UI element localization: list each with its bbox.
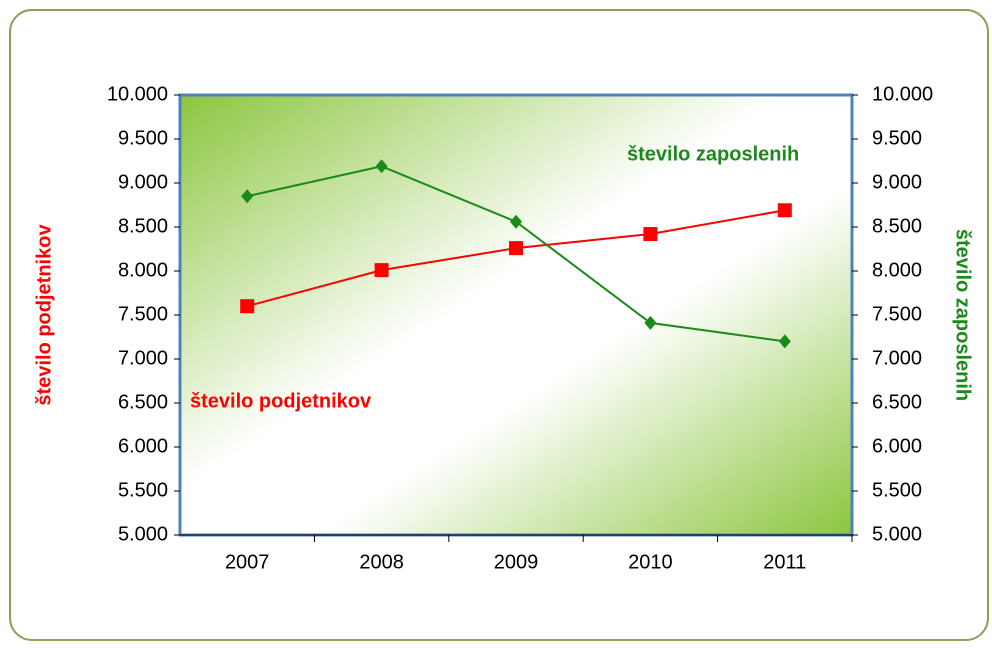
x-tick-label: 2007 bbox=[225, 551, 270, 573]
x-tick-label: 2010 bbox=[628, 551, 673, 573]
marker bbox=[509, 241, 523, 256]
marker bbox=[644, 315, 657, 330]
marker bbox=[510, 214, 522, 229]
y-tick-label: 7.000 bbox=[118, 347, 168, 369]
x-tick-label: 2009 bbox=[494, 551, 539, 573]
marker bbox=[240, 299, 255, 314]
y2-tick-label: 10.000 bbox=[872, 83, 933, 105]
y2-tick-label: 9.500 bbox=[872, 127, 922, 149]
y-tick-label: 9.500 bbox=[118, 127, 168, 149]
y-tick-label: 7.500 bbox=[118, 303, 168, 325]
marker bbox=[375, 159, 388, 174]
y2-tick-label: 5.500 bbox=[872, 479, 922, 501]
y2-tick-label: 7.500 bbox=[872, 303, 922, 325]
y2-tick-label: 8.000 bbox=[872, 259, 922, 281]
series-label: število podjetnikov bbox=[190, 390, 372, 412]
y-tick-label: 8.500 bbox=[118, 215, 168, 237]
y2-tick-label: 6.000 bbox=[872, 435, 922, 457]
marker bbox=[374, 263, 389, 278]
series-label: število zaposlenih bbox=[627, 143, 799, 165]
y2-tick-label: 7.000 bbox=[872, 347, 922, 369]
y-tick-label: 5.000 bbox=[118, 523, 168, 545]
y-axis-label: število podjetnikov bbox=[33, 224, 55, 406]
y2-tick-label: 8.500 bbox=[872, 215, 922, 237]
marker bbox=[777, 203, 792, 218]
y-tick-label: 10.000 bbox=[107, 83, 168, 105]
y-tick-label: 8.000 bbox=[118, 259, 168, 281]
y2-tick-label: 5.000 bbox=[872, 523, 922, 545]
y-tick-label: 5.500 bbox=[118, 479, 168, 501]
y-tick-label: 9.000 bbox=[118, 171, 168, 193]
y2-axis-label: število zaposlenih bbox=[952, 229, 974, 401]
y-tick-label: 6.500 bbox=[118, 391, 168, 413]
y2-tick-label: 6.500 bbox=[872, 391, 922, 413]
x-tick-label: 2011 bbox=[763, 551, 806, 573]
marker bbox=[778, 334, 791, 349]
plot-area bbox=[178, 93, 854, 537]
x-tick-label: 2008 bbox=[359, 551, 404, 573]
y-tick-label: 6.000 bbox=[118, 435, 168, 457]
marker bbox=[241, 189, 254, 204]
marker bbox=[643, 227, 658, 242]
y2-tick-label: 9.000 bbox=[872, 171, 922, 193]
